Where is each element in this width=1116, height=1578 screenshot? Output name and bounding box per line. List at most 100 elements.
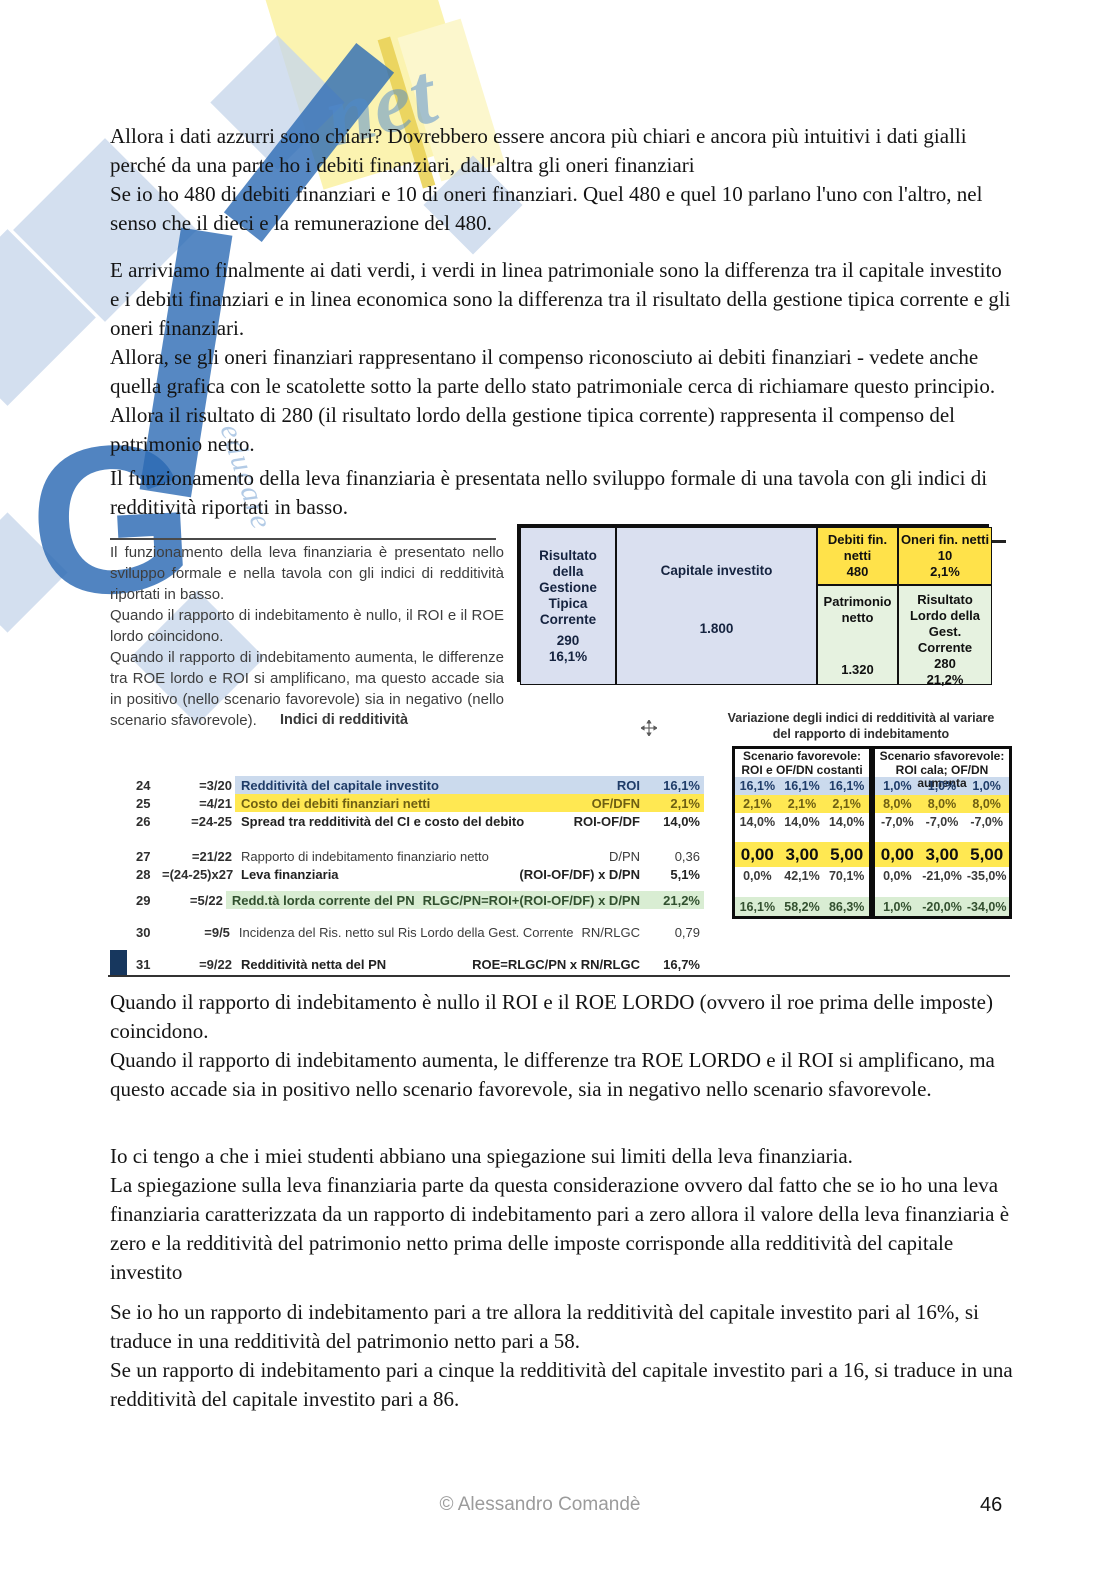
paragraph-text: La spiegazione sulla leva finanziaria pa… [110,1173,1010,1284]
paragraph-text: Se un rapporto di indebitamento pari a c… [110,1358,1013,1411]
table-row: 25 =4/21 Costo dei debiti finanziari net… [108,794,704,812]
row-band: Incidenza del Ris. netto sul Ris Lordo d… [233,923,704,941]
scenario-header-line1: Scenario sfavorevole: [879,749,1005,763]
paragraph-6: Se io ho un rapporto di indebitamento pa… [110,1298,1016,1414]
row-label: Leva finanziaria [241,866,339,882]
cell-value: 1.800 [699,621,734,636]
page-number: 46 [980,1494,1003,1516]
scenario-row-dpn: 0,00 3,00 5,00 [735,842,869,867]
scenario-cell: -7,0% [925,815,959,829]
row-label: Redditività del capitale investito [241,777,439,793]
footer-credit: © Alessandro Comandè [439,1494,641,1515]
scenario-cell: 58,2% [784,899,820,914]
row-number: 25 [136,795,151,811]
cell-line: Gest. Corrente [917,624,973,655]
row-label: Spread tra redditività del CI e costo de… [241,813,525,829]
scenario-cell: 0,00 [880,844,914,864]
row-symbol: OF/DFN [591,795,640,811]
row-value: 21,2% [663,892,700,908]
row-value: 0,79 [674,924,700,940]
row-band: Redditività del capitale investito ROI 1… [235,776,704,794]
scenario-cell: 5,00 [830,844,864,864]
scenario-cell: 16,1% [784,779,820,793]
row-symbol: RN/RLGC [581,924,640,940]
note-divider [110,538,496,540]
cell-line: Debiti fin. [827,532,888,547]
row-label: Redditività netta del PN [241,956,387,972]
scenario-row-ofdfn: 8,0% 8,0% 8,0% [875,795,1009,813]
scenario-cell: 0,00 [740,844,774,864]
row-symbol: (ROI-OF/DF) x D/PN [519,866,640,882]
row-label: Rapporto di indebitamento finanziario ne… [241,848,489,864]
cell-line: Patrimonio [823,594,892,609]
move-cursor-icon [641,720,657,736]
cell-label: Capitale investito [660,563,773,578]
scenario-table: Scenario favorevole: ROI e OF/DN costant… [732,746,1012,919]
slide-note-text: Il funzionamento della leva finanziaria … [110,542,504,731]
paragraph-text: Se io ho 480 di debiti finanziari e 10 d… [110,182,983,235]
row-symbol: RLGC/PN=ROI+(ROI-OF/DF) x D/PN [422,892,640,908]
cell-capitale-investito: Capitale investito 1.800 [616,527,817,685]
scenario-cell: 0,0% [883,869,912,883]
scenario-row-leva: 0,0% -21,0% -35,0% [875,867,1009,885]
row-formula: =9/5 [204,924,230,940]
navy-square-marker [110,950,127,975]
scenario-cell: 42,1% [784,869,820,883]
row-band: Spread tra redditività del CI e costo de… [235,812,704,830]
row-formula: =4/21 [199,795,232,811]
scenario-cell: 16,1% [828,779,865,793]
row-number: 27 [136,848,151,864]
cell-value: 280 [934,656,956,671]
table-row: 30 =9/5 Incidenza del Ris. netto sul Ris… [108,923,704,941]
balance-sheet-diagram: Risultato della Gestione Tipica Corrente… [517,524,992,687]
row-label: Costo dei debiti finanziari netti [241,795,431,811]
scenario-header-line2: ROI cala; OF/DN aumenta [895,762,989,790]
scenario-cell: 8,0% [972,797,1001,811]
cell-value: 290 [556,632,580,648]
scenario-cell: 1,0% [883,779,912,793]
paragraph-1: Allora i dati azzurri sono chiari? Dovre… [110,122,1016,238]
embedded-screenshot: Il funzionamento della leva finanziaria … [108,524,1012,982]
stray-dash [992,540,1006,543]
row-number: 29 [136,892,151,908]
paragraph-text: Quando il rapporto di indebitamento aume… [110,1048,995,1101]
row-label: Redd.tà lorda corrente del PN [231,892,415,908]
row-symbol: ROE=RLGC/PN x RN/RLGC [472,956,640,972]
row-formula: =(24-25)x27 [162,866,234,882]
scenario-cell: 5,00 [970,844,1004,864]
scenario-sfavorevole-block: Scenario sfavorevole: ROI cala; OF/DN au… [872,746,1012,919]
scenario-cell: 16,1% [739,779,776,793]
table-bottom-rule [108,975,1010,977]
paragraph-3: Il funzionamento della leva finanziaria … [110,464,1016,522]
scenario-cell: 8,0% [927,797,957,811]
paragraph-text: E arriviamo finalmente ai dati verdi, i … [110,258,1011,340]
row-number: 26 [136,813,151,829]
paragraph-text: Io ci tengo a che i miei studenti abbian… [110,1144,853,1168]
row-symbol: ROI [616,777,640,793]
scenario-cell: 0,0% [743,869,772,883]
scenario-cell: 2,1% [832,797,861,811]
row-formula: =24-25 [191,813,232,829]
scenario-cell: 3,00 [785,844,819,864]
paragraph-text: Quando il rapporto di indebitamento è nu… [110,990,993,1043]
watermark-diamond [0,229,96,406]
row-formula: =5/22 [189,892,223,908]
cell-debiti-finanziari: Debiti fin. netti 480 [817,527,898,585]
row-number: 24 [136,777,151,793]
variazione-title-line2: del rapporto di indebitamento [772,727,950,741]
row-band: Costo dei debiti finanziari netti OF/DFN… [235,794,704,812]
spacer [819,626,896,662]
table-row: 26 =24-25 Spread tra redditività del CI … [108,812,704,830]
row-band: Rapporto di indebitamento finanziario ne… [235,847,704,865]
table-row: 31 =9/22 Redditività netta del PN ROE=RL… [108,955,704,973]
paragraph-text: Se io ho un rapporto di indebitamento pa… [110,1300,979,1353]
paragraph-text: Allora i dati azzurri sono chiari? Dovre… [110,124,967,177]
note-line: Quando il rapporto di indebitamento è nu… [110,607,504,645]
row-formula: =3/20 [199,777,232,793]
row-number: 31 [136,956,151,972]
scenario-row-roi: 1,0% 1,0% 1,0% [875,777,1009,795]
scenario-cell: -20,0% [922,899,962,914]
scenario-cell: 2,1% [787,797,817,811]
scenario-cell: -21,0% [922,869,962,883]
cell-line: della Gestione [539,563,597,595]
